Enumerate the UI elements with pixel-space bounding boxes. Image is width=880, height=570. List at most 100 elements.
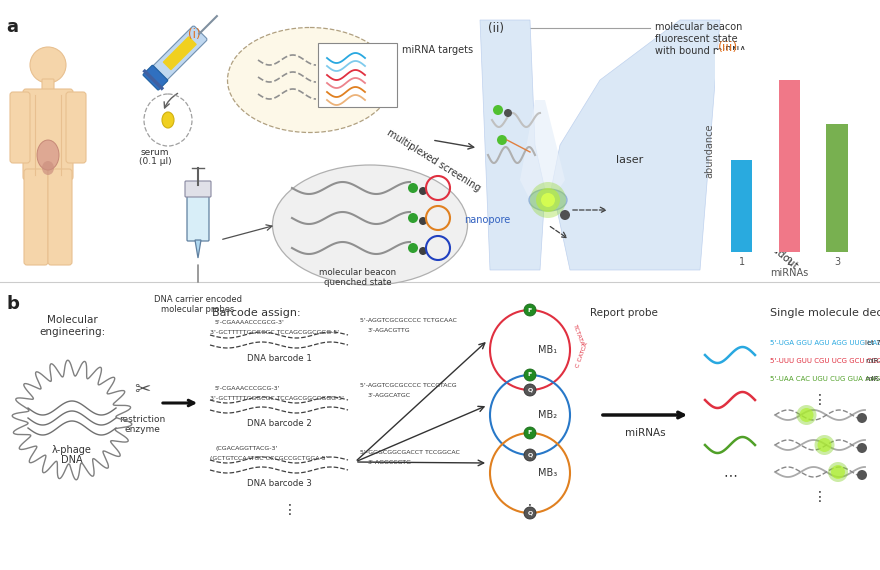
Text: nanopore: nanopore (464, 215, 510, 225)
Text: readout: readout (761, 238, 799, 272)
Circle shape (541, 193, 555, 207)
FancyBboxPatch shape (185, 181, 211, 197)
FancyBboxPatch shape (23, 89, 73, 180)
Text: Q: Q (527, 388, 532, 393)
Text: Report probe: Report probe (590, 308, 658, 318)
Text: 5'-UAA CAC UGU CUG GUA AAG AUG G-3': 5'-UAA CAC UGU CUG GUA AAG AUG G-3' (770, 376, 880, 382)
Circle shape (828, 462, 848, 482)
Text: C CATCA: C CATCA (575, 341, 589, 368)
Circle shape (857, 443, 867, 453)
Text: (iii): (iii) (718, 40, 738, 54)
Text: miRNAs: miRNAs (625, 428, 665, 438)
Circle shape (524, 449, 536, 461)
Ellipse shape (228, 27, 392, 132)
Circle shape (815, 435, 834, 455)
FancyBboxPatch shape (163, 36, 197, 70)
Text: Single molecule decoding:: Single molecule decoding: (770, 308, 880, 318)
Bar (826, 124, 847, 252)
FancyBboxPatch shape (143, 65, 168, 90)
Circle shape (493, 105, 503, 115)
Circle shape (408, 243, 418, 253)
FancyBboxPatch shape (42, 79, 54, 93)
Circle shape (419, 187, 427, 195)
Text: MB₃: MB₃ (538, 468, 557, 478)
Circle shape (408, 183, 418, 193)
Text: DNA carrier encoded
molecular probes: DNA carrier encoded molecular probes (154, 295, 242, 315)
Circle shape (857, 470, 867, 480)
Text: 5'-AGGTCGCGCCCC TCTGCAAC: 5'-AGGTCGCGCCCC TCTGCAAC (360, 318, 457, 323)
FancyBboxPatch shape (149, 26, 207, 84)
Text: molecular beacon: molecular beacon (655, 22, 743, 32)
Polygon shape (195, 240, 201, 258)
Circle shape (818, 438, 832, 452)
Text: 5'-CGAAACCCGCG-3': 5'-CGAAACCCGCG-3' (215, 386, 281, 391)
Ellipse shape (42, 161, 54, 175)
Text: DNA barcode 1: DNA barcode 1 (246, 354, 312, 363)
Text: (i): (i) (188, 28, 201, 41)
FancyBboxPatch shape (66, 92, 86, 163)
Circle shape (497, 135, 507, 145)
Text: (ii): (ii) (488, 22, 504, 35)
Text: laser: laser (616, 155, 643, 165)
FancyBboxPatch shape (187, 189, 209, 241)
Circle shape (524, 507, 536, 519)
Circle shape (560, 210, 570, 220)
Text: 5'-AGGTCGCGCCCC TCCGTACG: 5'-AGGTCGCGCCCC TCCGTACG (360, 383, 457, 388)
Text: 5'-UUU GUU CGU UCG GCU CGC GUG A-3': 5'-UUU GUU CGU UCG GCU CGC GUG A-3' (770, 358, 880, 364)
Circle shape (831, 465, 845, 479)
Text: a: a (6, 18, 18, 36)
FancyBboxPatch shape (24, 169, 48, 265)
X-axis label: miRNAs: miRNAs (770, 268, 809, 278)
Text: miR-375: miR-375 (865, 358, 880, 364)
Text: 5'-UGA GGU AGU AGG UUG UAU AGU U-3': 5'-UGA GGU AGU AGG UUG UAU AGU U-3' (770, 340, 880, 346)
Circle shape (524, 369, 536, 381)
Text: ⋮: ⋮ (283, 503, 297, 517)
Text: Molecular
engineering:: Molecular engineering: (39, 315, 105, 337)
Text: molecular beacon
quenched state: molecular beacon quenched state (319, 268, 397, 287)
Text: ⋮: ⋮ (813, 393, 827, 407)
Bar (779, 80, 800, 252)
Circle shape (530, 182, 566, 218)
Text: F: F (528, 307, 532, 312)
Text: ⋮: ⋮ (813, 490, 827, 504)
Text: fluorescent state: fluorescent state (655, 34, 737, 44)
Text: (GCTGTCCAATGC CCCGCCGCTGGA-5': (GCTGTCCAATGC CCCGCCGCTGGA-5' (210, 456, 327, 461)
Circle shape (800, 408, 813, 422)
Text: 5'-CGAAAACCCGCG-3': 5'-CGAAAACCCGCG-3' (215, 320, 285, 325)
Text: 3'-AGGCCGTG: 3'-AGGCCGTG (368, 460, 412, 465)
Circle shape (857, 413, 867, 423)
Circle shape (536, 188, 560, 212)
Text: Barcode assign:: Barcode assign: (212, 308, 301, 318)
Ellipse shape (37, 140, 59, 170)
Text: DNA barcode 2: DNA barcode 2 (246, 419, 312, 428)
Text: (0.1 μl): (0.1 μl) (139, 157, 172, 166)
Circle shape (504, 109, 512, 117)
Circle shape (524, 304, 536, 316)
Text: (CGACAGGTTACG-3': (CGACAGGTTACG-3' (215, 446, 277, 451)
Text: F: F (528, 430, 532, 435)
Circle shape (30, 47, 66, 83)
Circle shape (408, 213, 418, 223)
Text: b: b (6, 295, 18, 313)
Text: 3'-GCTTTTTGGGCGC TCCAGCGGCGGGG-5': 3'-GCTTTTTGGGCGC TCCAGCGGCGGGG-5' (210, 396, 344, 401)
Circle shape (524, 427, 536, 439)
Bar (731, 160, 752, 252)
Circle shape (419, 217, 427, 225)
Text: 3'-AGGCATGC: 3'-AGGCATGC (368, 393, 411, 398)
Ellipse shape (162, 112, 174, 128)
FancyBboxPatch shape (318, 43, 397, 107)
Text: restriction
enzyme: restriction enzyme (119, 415, 165, 434)
Text: ⋯: ⋯ (723, 468, 737, 482)
Polygon shape (550, 20, 720, 270)
FancyBboxPatch shape (48, 169, 72, 265)
Text: miRNA targets: miRNA targets (402, 45, 473, 55)
Text: with bound miRNA: with bound miRNA (655, 46, 746, 56)
Text: let 7a: let 7a (865, 340, 880, 346)
Text: 3'-GCTTTTTGGGCGC TCCAGCGGCGGG-5': 3'-GCTTTTTGGGCGC TCCAGCGGCGGG-5' (210, 330, 339, 335)
Text: TCTATA: TCTATA (572, 324, 584, 347)
Text: Q: Q (527, 453, 532, 458)
Text: MB₂: MB₂ (538, 410, 557, 420)
Text: λ-phage: λ-phage (52, 445, 92, 455)
Text: 5'-GGGCGGCGACCT TCCGGCAC: 5'-GGGCGGCGACCT TCCGGCAC (360, 450, 460, 455)
Text: DNA barcode 3: DNA barcode 3 (246, 479, 312, 488)
